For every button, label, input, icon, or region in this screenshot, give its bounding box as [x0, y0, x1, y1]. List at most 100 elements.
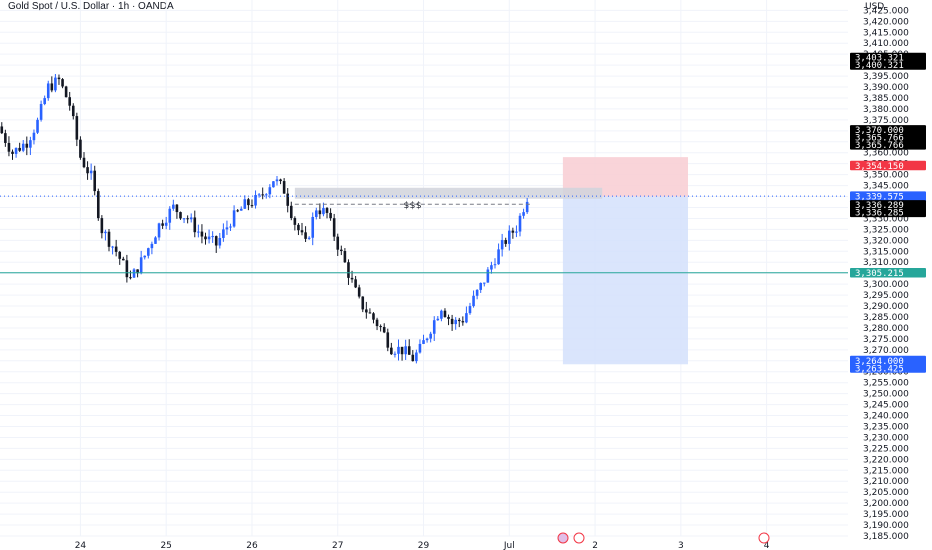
x-tick-label: 29: [418, 541, 430, 550]
bull-candle: [147, 248, 150, 256]
bull-candle: [397, 346, 400, 354]
bull-candle: [475, 289, 479, 296]
bear-candle: [379, 326, 382, 328]
price-tag: [850, 355, 926, 373]
price-tag-text: 3,403.321: [855, 54, 904, 64]
y-tick-label: 3,290.000: [863, 302, 909, 312]
event-icon-star[interactable]: [557, 532, 569, 544]
bull-candle: [32, 132, 36, 141]
bear-candle: [461, 321, 465, 323]
bear-candle: [25, 143, 29, 148]
position-zones[interactable]: [294, 157, 688, 365]
bull-candle: [275, 179, 279, 182]
bear-candle: [11, 151, 14, 154]
bear-candle: [7, 142, 11, 152]
bear-candle: [100, 218, 104, 234]
bear-candle: [365, 309, 368, 313]
bull-candle: [257, 194, 261, 196]
bull-candle: [490, 265, 493, 270]
bear-candle: [297, 224, 300, 231]
bear-candle: [125, 260, 129, 278]
x-tick-label: 4: [764, 541, 770, 550]
x-tick-label: 26: [246, 541, 258, 550]
y-tick-label: 3,410.000: [863, 39, 909, 49]
flag-icon-us[interactable]: [573, 532, 585, 544]
bull-candle: [222, 229, 225, 238]
y-tick-label: 3,285.000: [863, 313, 909, 323]
time-axis[interactable]: 24 25 26 27 29 Jul 2 3 4: [75, 541, 770, 550]
price-tag-text: 3,354.150: [855, 162, 904, 172]
bear-candle: [282, 181, 286, 194]
bear-candle: [375, 319, 379, 327]
bull-candle: [311, 216, 315, 238]
flag-icon-us[interactable]: [758, 532, 770, 544]
y-tick-label: 3,220.000: [863, 455, 909, 465]
y-tick-label: 3,360.000: [863, 149, 909, 159]
price-tag-text: 3,336.289: [855, 201, 904, 211]
y-tick-label: 3,315.000: [863, 247, 909, 257]
bull-candle: [139, 257, 143, 274]
y-tick-label: 3,205.000: [863, 488, 909, 498]
bear-candle: [175, 204, 179, 213]
price-tag-text: 3,365.766: [855, 141, 904, 151]
take-profit-zone[interactable]: [562, 196, 688, 365]
bull-candle: [307, 237, 311, 239]
liquidity-label: $$$: [403, 201, 422, 211]
bull-candle: [522, 212, 525, 216]
bull-candle: [36, 119, 39, 133]
bull-candle: [322, 208, 325, 215]
bear-candle: [107, 231, 111, 247]
x-tick-label: 3: [678, 541, 684, 550]
bull-candle: [454, 319, 457, 325]
bear-candle: [347, 262, 350, 278]
bear-candle: [261, 194, 264, 196]
bull-candle: [393, 353, 397, 355]
bull-candle: [229, 226, 232, 228]
bull-candle: [29, 140, 32, 148]
bull-candle: [132, 269, 136, 278]
event-icons[interactable]: [557, 532, 770, 544]
price-tag-text: 3,263.425: [855, 364, 904, 374]
bull-candle: [164, 222, 168, 226]
bear-candle: [179, 212, 182, 219]
y-tick-label: 3,215.000: [863, 466, 909, 476]
bull-candle: [497, 249, 500, 265]
bear-candle: [325, 208, 329, 213]
y-tick-label: 3,415.000: [863, 28, 909, 38]
price-tag-text: 3,264.000: [855, 357, 904, 367]
bull-candle: [207, 236, 211, 240]
bear-candle: [304, 232, 307, 239]
bull-candle: [157, 223, 161, 238]
bear-candle: [457, 319, 461, 322]
bull-candle: [39, 104, 43, 120]
bear-candle: [318, 210, 322, 215]
y-tick-label: 3,375.000: [863, 116, 909, 126]
chart-title: Gold Spot / U.S. Dollar · 1h · OANDA: [8, 1, 174, 12]
bull-candle: [225, 227, 229, 230]
bull-candle: [189, 217, 193, 220]
liquidity-zone[interactable]: [294, 187, 603, 199]
bull-candle: [150, 243, 154, 249]
y-tick-label: 3,420.000: [863, 17, 909, 27]
y-tick-label: 3,250.000: [863, 390, 909, 400]
bear-candle: [50, 83, 54, 91]
bear-candle: [75, 116, 79, 140]
y-tick-label: 3,350.000: [863, 171, 909, 181]
bull-candle: [436, 318, 440, 321]
bear-candle: [204, 236, 207, 240]
bear-candle: [247, 199, 250, 206]
bull-candle: [268, 187, 272, 195]
bear-candle: [293, 218, 297, 225]
bull-candle: [468, 306, 472, 314]
y-tick-label: 3,345.000: [863, 182, 909, 192]
bear-candle: [122, 258, 125, 261]
bear-candle: [279, 179, 282, 182]
bear-candle: [214, 236, 218, 246]
bear-candle: [504, 240, 508, 244]
bear-candle: [443, 310, 447, 317]
y-tick-label: 3,225.000: [863, 444, 909, 454]
price-tag-text: 3,400.321: [855, 61, 904, 71]
y-tick-label: 3,230.000: [863, 433, 909, 443]
y-tick-label: 3,195.000: [863, 510, 909, 520]
